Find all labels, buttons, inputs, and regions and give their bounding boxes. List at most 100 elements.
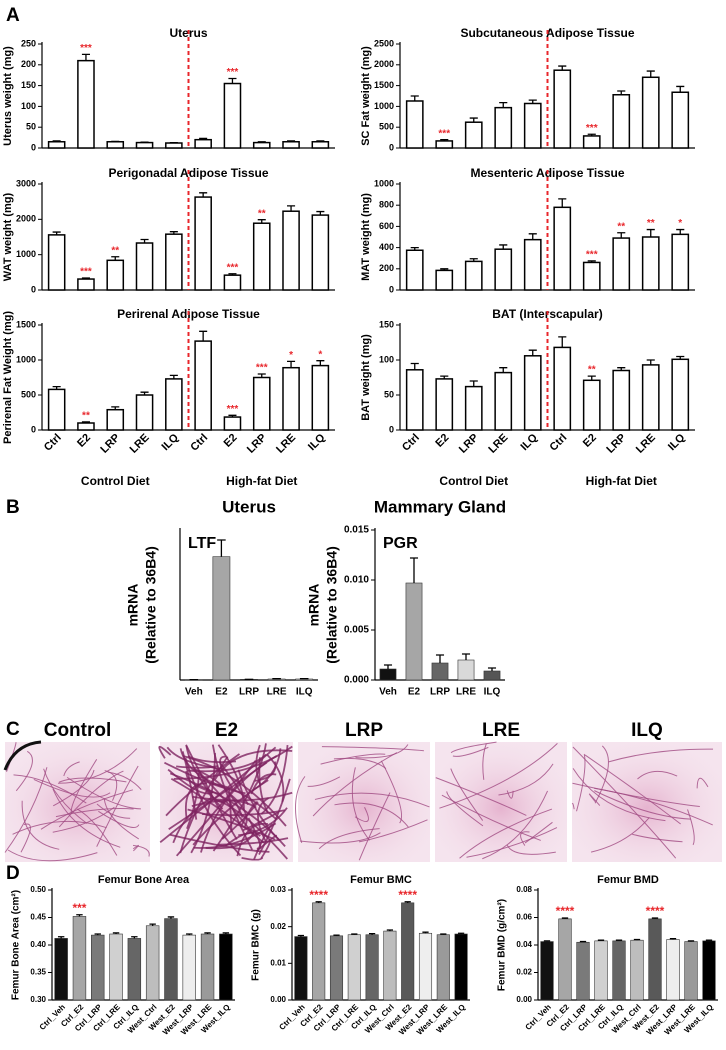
bar bbox=[641, 236, 660, 291]
error-bar bbox=[199, 192, 208, 198]
error-bar bbox=[383, 664, 393, 669]
bar bbox=[365, 934, 379, 1001]
significance: *** bbox=[80, 267, 92, 278]
error-bar bbox=[217, 539, 226, 557]
bar bbox=[194, 196, 212, 291]
error-bar bbox=[528, 233, 537, 240]
x-tick-label: LRP bbox=[430, 687, 450, 698]
y-tick-label: 1000 bbox=[374, 101, 394, 111]
y-tick-label: 0.000 bbox=[344, 675, 369, 686]
bar bbox=[91, 934, 105, 1001]
error-bar bbox=[705, 939, 713, 941]
duct bbox=[441, 794, 541, 841]
duct bbox=[260, 838, 271, 859]
bar bbox=[435, 140, 454, 149]
group-label: High-fat Diet bbox=[226, 474, 297, 488]
bar bbox=[435, 378, 454, 431]
duct bbox=[6, 742, 17, 772]
bar bbox=[612, 940, 626, 1001]
y-tick-label: 0.04 bbox=[516, 940, 532, 949]
duct bbox=[7, 849, 98, 862]
error-bar bbox=[528, 349, 537, 356]
x-tick-label: LRE bbox=[486, 432, 510, 456]
error-bar bbox=[587, 260, 596, 263]
bar bbox=[671, 358, 690, 431]
duct bbox=[57, 748, 138, 784]
x-tick-label: LRP bbox=[457, 432, 481, 456]
x-tick-label: E2 bbox=[222, 432, 240, 450]
bar bbox=[612, 237, 631, 291]
photo bbox=[435, 741, 567, 862]
significance: **** bbox=[646, 904, 665, 918]
y-tick-label: 0 bbox=[389, 142, 394, 152]
significance: * bbox=[318, 349, 322, 360]
duct bbox=[355, 744, 409, 759]
photo-blot bbox=[5, 742, 150, 862]
error-bar bbox=[499, 102, 508, 108]
duct bbox=[221, 802, 258, 840]
y-tick-label: 0.35 bbox=[30, 968, 46, 977]
bar bbox=[641, 364, 660, 431]
duct bbox=[524, 821, 553, 844]
x-tick-label: Ctrl bbox=[548, 432, 570, 454]
error-bar bbox=[558, 336, 567, 348]
duct bbox=[13, 774, 87, 804]
duct bbox=[240, 801, 259, 826]
bar bbox=[329, 935, 344, 1001]
error-bar bbox=[440, 375, 449, 379]
y-tick-label: 2500 bbox=[374, 38, 394, 48]
bar bbox=[648, 918, 662, 1001]
x-tick-label: ILQ bbox=[296, 687, 313, 698]
error-bar bbox=[461, 653, 471, 660]
bar bbox=[405, 582, 423, 681]
x-tick-label: E2 bbox=[75, 432, 93, 450]
photo-blot bbox=[298, 742, 430, 862]
significance: ** bbox=[258, 208, 266, 219]
bar bbox=[405, 249, 424, 291]
y-axis-label: mRNA bbox=[125, 584, 141, 627]
duct bbox=[318, 828, 380, 850]
photo bbox=[294, 742, 430, 862]
bar bbox=[164, 918, 178, 1001]
error-bar bbox=[587, 375, 596, 381]
error-bar bbox=[469, 117, 478, 123]
duct bbox=[55, 807, 134, 818]
bar bbox=[401, 902, 415, 1001]
duct bbox=[358, 792, 391, 861]
duct bbox=[334, 802, 409, 828]
bar bbox=[630, 939, 644, 1001]
error-bar bbox=[469, 380, 478, 387]
y-axis-label: (Relative to 36B4) bbox=[324, 546, 340, 663]
significance: *** bbox=[586, 123, 598, 134]
error-bar bbox=[316, 360, 325, 366]
y-tick-label: 500 bbox=[379, 122, 394, 132]
y-tick-label: 2000 bbox=[16, 214, 36, 224]
error-bar bbox=[410, 362, 419, 370]
duct bbox=[187, 755, 237, 763]
error-bar bbox=[140, 238, 149, 244]
duct bbox=[588, 793, 601, 806]
duct bbox=[571, 802, 575, 810]
error-bar bbox=[687, 940, 695, 942]
duct bbox=[608, 748, 714, 763]
bar bbox=[612, 369, 631, 431]
bar bbox=[582, 261, 601, 291]
bar bbox=[405, 100, 424, 149]
duct bbox=[190, 752, 216, 854]
error-bar bbox=[386, 929, 394, 932]
duct bbox=[52, 769, 95, 807]
gene-label: LTF bbox=[188, 535, 216, 552]
duct bbox=[312, 752, 398, 817]
bar bbox=[282, 210, 300, 291]
x-tick-label: LRE bbox=[128, 432, 152, 456]
duct bbox=[201, 809, 285, 817]
duct bbox=[179, 748, 224, 788]
error-bar bbox=[558, 65, 567, 71]
duct bbox=[33, 778, 111, 798]
bar bbox=[494, 248, 513, 291]
bar bbox=[702, 940, 716, 1001]
error-bar bbox=[222, 932, 230, 934]
bar bbox=[671, 233, 690, 291]
photo-label: Control bbox=[44, 720, 112, 741]
bar bbox=[106, 259, 125, 291]
